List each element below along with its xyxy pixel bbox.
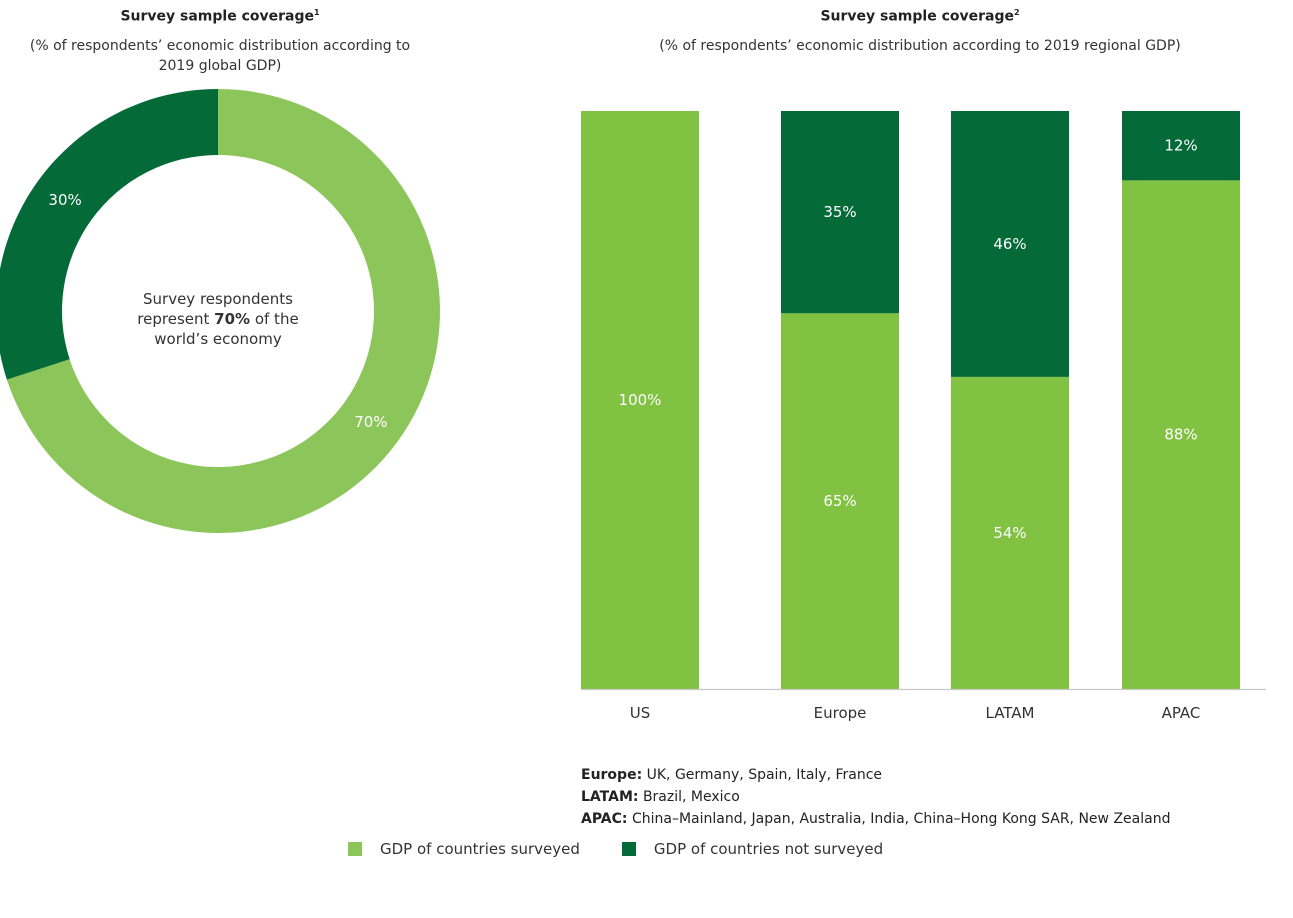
bar-apac-not-surveyed [1122, 111, 1240, 181]
left-chart-title: Survey sample coverage1 [120, 8, 320, 25]
legend: GDP of countries surveyed GDP of countri… [348, 840, 883, 858]
donut-slice-label-1: 30% [48, 191, 81, 209]
bar-us-surveyed [581, 111, 699, 689]
bar-label-apac-not-surveyed: 12% [1164, 137, 1197, 155]
legend-label-not-surveyed: GDP of countries not surveyed [653, 840, 884, 858]
bar-label-europe-not-surveyed: 35% [823, 203, 856, 221]
bar-latam-not-surveyed [951, 111, 1069, 377]
bar-label-latam-surveyed: 54% [993, 524, 1026, 542]
bar-label-us-surveyed: 100% [619, 391, 662, 409]
right-chart-title: Survey sample coverage2 [820, 8, 1020, 25]
x-tick-label-latam: LATAM [986, 704, 1035, 722]
donut-slice-label-0: 70% [354, 413, 387, 431]
left-chart-subtitle: (% of respondents’ economic distribution… [29, 38, 411, 74]
note-latam: LATAM: Brazil, Mexico [581, 789, 740, 805]
region-notes: Europe: UK, Germany, Spain, Italy, Franc… [581, 764, 1170, 830]
note-apac: APAC: China–Mainland, Japan, Australia, … [581, 811, 1171, 827]
bar-latam-surveyed [951, 376, 1069, 689]
left-chart-title-footnote: 1 [313, 8, 320, 17]
donut-slice-0 [6, 89, 440, 533]
bar-label-latam-not-surveyed: 46% [993, 235, 1026, 253]
x-tick-label-europe: Europe [814, 704, 867, 722]
legend-item-surveyed: GDP of countries surveyed [348, 840, 580, 858]
legend-swatch-surveyed [348, 842, 362, 856]
legend-item-not-surveyed: GDP of countries not surveyed [621, 840, 884, 858]
bar-label-europe-surveyed: 65% [823, 492, 856, 510]
donut-center-text: Survey respondents represent 70% of the … [137, 290, 299, 348]
x-tick-label-apac: APAC [1162, 704, 1201, 722]
legend-swatch-not-surveyed [621, 842, 636, 856]
bar-europe-surveyed [781, 313, 899, 689]
right-chart-title-footnote: 2 [1013, 8, 1020, 17]
x-tick-label-us: US [630, 704, 651, 722]
right-chart-subtitle: (% of respondents’ economic distribution… [659, 38, 1181, 54]
donut-slice-1 [0, 89, 218, 380]
bar-label-apac-surveyed: 88% [1164, 426, 1197, 444]
note-europe: Europe: UK, Germany, Spain, Italy, Franc… [581, 767, 883, 783]
legend-label-surveyed: GDP of countries surveyed [380, 840, 580, 858]
bar-apac-surveyed [1122, 180, 1240, 690]
bar-europe-not-surveyed [781, 111, 899, 314]
donut-center-highlight: 70% [214, 310, 251, 328]
